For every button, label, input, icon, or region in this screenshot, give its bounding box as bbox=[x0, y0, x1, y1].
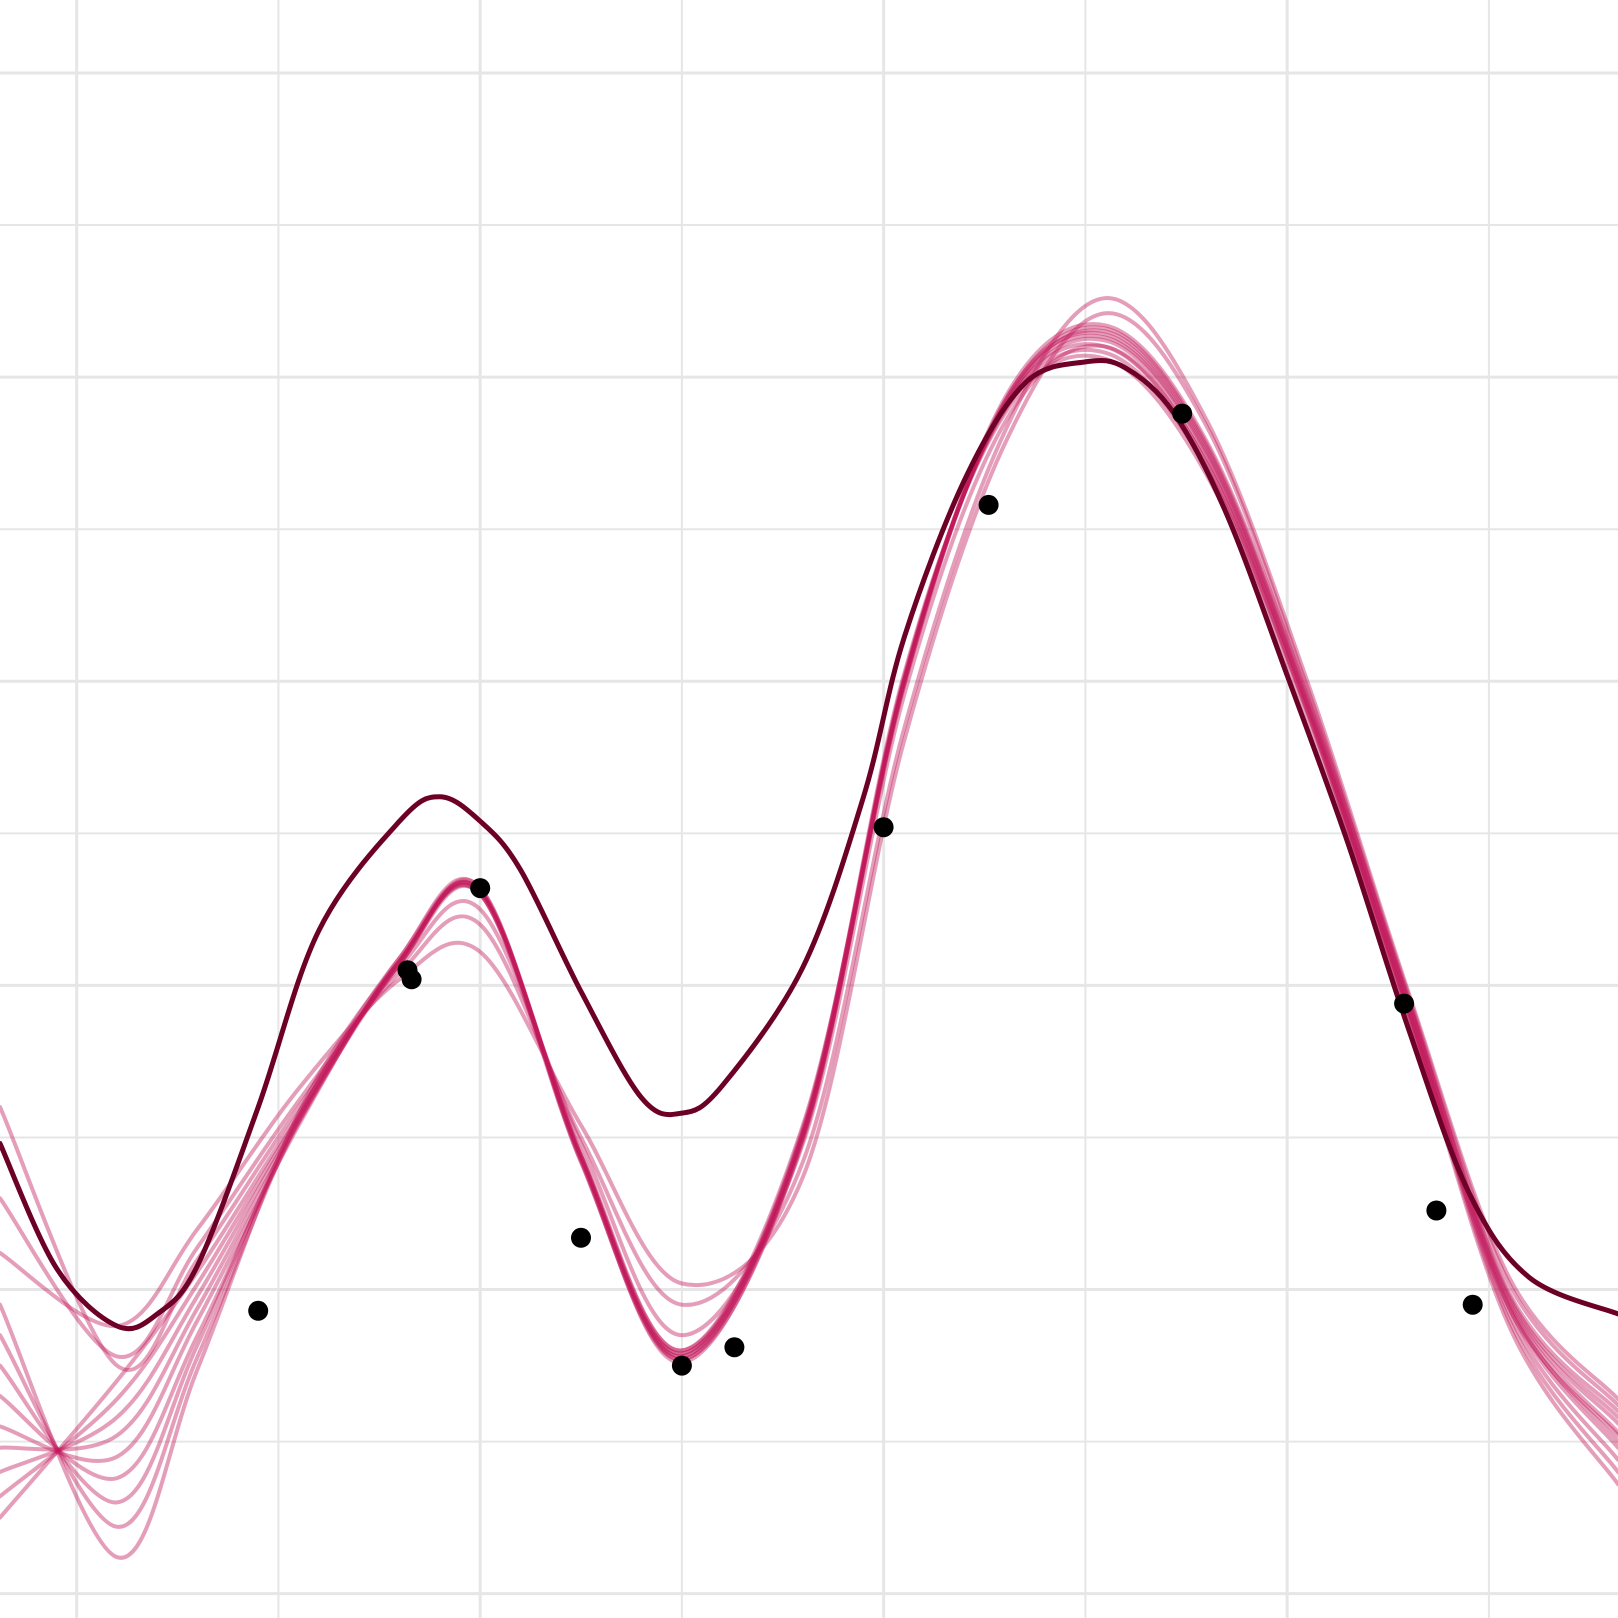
sample-curve-2 bbox=[0, 347, 1618, 1529]
data-point bbox=[470, 878, 491, 899]
sample-curves bbox=[0, 296, 1618, 1560]
data-point bbox=[571, 1227, 591, 1248]
sample-curve-4 bbox=[0, 336, 1618, 1481]
sample-curve-12 bbox=[0, 343, 1618, 1438]
data-point bbox=[248, 1300, 269, 1321]
sample-curve-9 bbox=[0, 322, 1618, 1520]
data-point bbox=[724, 1337, 745, 1358]
data-point bbox=[1462, 1294, 1483, 1315]
data-point bbox=[1426, 1200, 1447, 1221]
data-point bbox=[1394, 993, 1415, 1014]
sample-curve-7 bbox=[0, 328, 1618, 1474]
sample-curve-10 bbox=[0, 296, 1618, 1401]
data-point bbox=[401, 969, 422, 990]
data-point bbox=[671, 1355, 692, 1376]
mean-curve bbox=[0, 357, 1618, 1332]
sample-curve-11 bbox=[0, 311, 1618, 1408]
observation-points bbox=[248, 403, 1483, 1376]
sample-curve-3 bbox=[0, 342, 1618, 1505]
sample-curve-5 bbox=[0, 333, 1618, 1464]
data-point bbox=[1172, 403, 1193, 424]
mean-curve-layer bbox=[0, 357, 1618, 1332]
sample-curve-1 bbox=[0, 353, 1618, 1560]
sample-curve-8 bbox=[0, 325, 1618, 1499]
data-point bbox=[873, 817, 894, 838]
sample-curve-6 bbox=[0, 330, 1618, 1452]
data-point bbox=[978, 494, 999, 515]
